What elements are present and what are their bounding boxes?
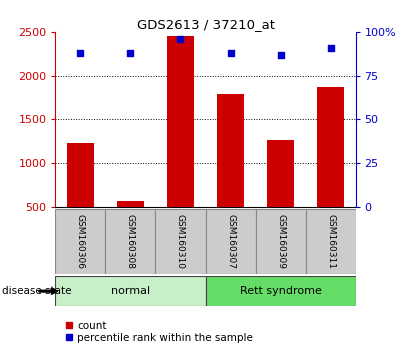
Point [177, 36, 184, 42]
Text: Rett syndrome: Rett syndrome [240, 286, 321, 296]
Bar [67, 143, 94, 207]
Text: GSM160307: GSM160307 [226, 214, 235, 269]
Bar [206, 276, 356, 306]
Text: normal: normal [111, 286, 150, 296]
Bar [55, 276, 206, 306]
Point [127, 50, 134, 56]
Text: disease state: disease state [2, 286, 72, 296]
Bar [106, 209, 155, 274]
Text: GSM160309: GSM160309 [276, 214, 285, 269]
Point [227, 50, 234, 56]
Point [77, 50, 84, 56]
Bar [55, 209, 106, 274]
Text: GSM160311: GSM160311 [326, 214, 335, 269]
Bar [217, 94, 244, 207]
Point [327, 45, 334, 51]
Text: GSM160310: GSM160310 [176, 214, 185, 269]
Bar [206, 209, 256, 274]
Bar [305, 209, 356, 274]
Text: GSM160306: GSM160306 [76, 214, 85, 269]
Bar [267, 139, 294, 207]
Bar [167, 36, 194, 207]
Legend: count, percentile rank within the sample: count, percentile rank within the sample [61, 317, 257, 347]
Point [277, 52, 284, 57]
Bar [117, 201, 144, 207]
Bar [317, 87, 344, 207]
Title: GDS2613 / 37210_at: GDS2613 / 37210_at [136, 18, 275, 31]
Text: GSM160308: GSM160308 [126, 214, 135, 269]
Bar [155, 209, 206, 274]
Bar [256, 209, 305, 274]
